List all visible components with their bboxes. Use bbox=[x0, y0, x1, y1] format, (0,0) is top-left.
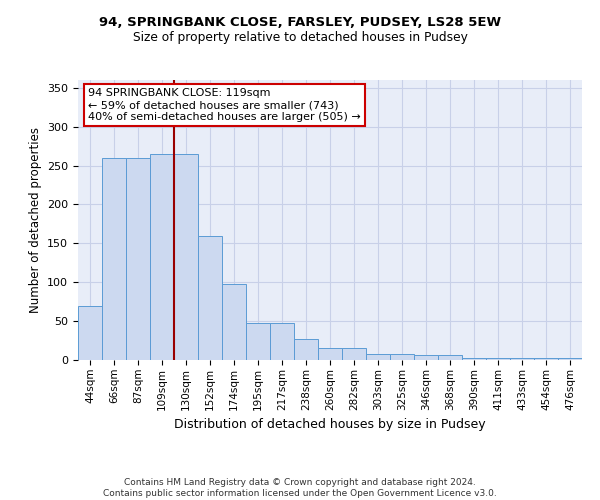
Text: 94, SPRINGBANK CLOSE, FARSLEY, PUDSEY, LS28 5EW: 94, SPRINGBANK CLOSE, FARSLEY, PUDSEY, L… bbox=[99, 16, 501, 29]
Bar bbox=[366, 354, 390, 360]
Bar bbox=[558, 358, 582, 360]
Bar bbox=[294, 339, 318, 360]
Bar bbox=[198, 236, 222, 360]
Bar bbox=[486, 358, 510, 360]
Bar bbox=[534, 358, 558, 360]
X-axis label: Distribution of detached houses by size in Pudsey: Distribution of detached houses by size … bbox=[174, 418, 486, 431]
Text: Contains HM Land Registry data © Crown copyright and database right 2024.
Contai: Contains HM Land Registry data © Crown c… bbox=[103, 478, 497, 498]
Bar bbox=[78, 306, 102, 360]
Text: Size of property relative to detached houses in Pudsey: Size of property relative to detached ho… bbox=[133, 31, 467, 44]
Y-axis label: Number of detached properties: Number of detached properties bbox=[29, 127, 41, 313]
Bar bbox=[438, 356, 462, 360]
Bar bbox=[126, 158, 150, 360]
Bar bbox=[462, 358, 486, 360]
Bar bbox=[174, 154, 198, 360]
Bar bbox=[342, 348, 366, 360]
Bar bbox=[270, 322, 294, 360]
Bar bbox=[222, 284, 246, 360]
Text: 94 SPRINGBANK CLOSE: 119sqm
← 59% of detached houses are smaller (743)
40% of se: 94 SPRINGBANK CLOSE: 119sqm ← 59% of det… bbox=[88, 88, 361, 122]
Bar bbox=[510, 358, 534, 360]
Bar bbox=[390, 354, 414, 360]
Bar bbox=[246, 322, 270, 360]
Bar bbox=[414, 356, 438, 360]
Bar bbox=[102, 158, 126, 360]
Bar bbox=[150, 154, 174, 360]
Bar bbox=[318, 348, 342, 360]
